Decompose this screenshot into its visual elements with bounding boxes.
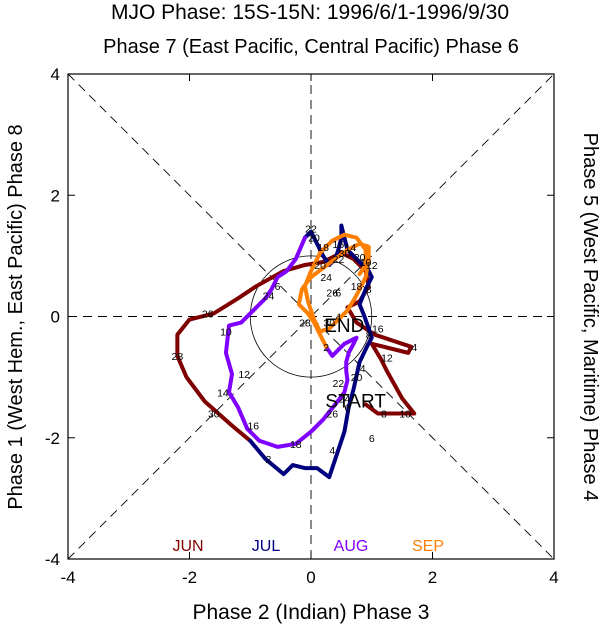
legend-item-aug: AUG [334,538,369,555]
day-label: 28 [299,318,311,330]
y-tick-label: -2 [45,429,60,448]
day-label: 6 [335,287,341,299]
day-label: 6 [345,402,351,414]
day-label: 10 [360,257,372,269]
day-label: 30 [339,248,351,260]
bottom-phase-label: Phase 2 (Indian) Phase 3 [193,601,430,624]
day-label: 2 [266,454,272,466]
day-label: 26 [326,409,338,421]
day-label: 22 [332,378,344,390]
legend-item-jul: JUL [252,538,281,555]
day-label: 18 [317,242,329,254]
diagonal-guide [67,73,555,560]
day-label: 10 [220,327,232,339]
day-label: 24 [263,290,275,302]
day-label: 16 [372,324,384,336]
day-label: 14 [345,242,357,254]
day-label: 14 [217,387,229,399]
end-label: END [324,316,364,337]
day-label: 24 [320,272,332,284]
day-label: 16 [332,239,344,251]
series-line-jun [175,250,417,443]
day-label: 8 [366,284,372,296]
day-label: 20 [351,372,363,384]
day-label: 2 [323,342,329,354]
day-label: 4 [329,445,335,457]
day-label: 4 [360,363,366,375]
y-tick-label: 0 [51,308,60,327]
day-label: 12 [366,260,378,272]
legend-item-sep: SEP [412,538,444,555]
day-label: 10 [399,409,411,421]
day-label: 22 [305,224,317,236]
day-label: 18 [351,281,363,293]
day-label: 24 [339,393,351,405]
y-tick-label: 2 [51,186,60,205]
right-phase-label: Phase 5 (West Pacific, Maritime) Phase 4 [579,133,601,502]
day-label: 12 [381,353,393,365]
day-label: 20 [308,233,320,245]
x-tick-label: 2 [428,568,437,587]
day-label: 20 [314,260,326,272]
day-label: 22 [332,254,344,266]
day-label: 30 [323,318,335,330]
unit-circle [249,255,373,378]
legend-item-jun: JUN [172,538,203,555]
y-tick-label: -4 [45,550,60,569]
day-label: 26 [326,287,338,299]
start-label: START [325,391,386,412]
x-tick-label: 0 [306,568,315,587]
left-phase-label: Phase 1 (West Hem., East Pacific) Phase … [5,124,27,509]
day-label: 28 [172,351,184,363]
day-label: 26 [202,308,214,320]
diagonal-guide [67,73,555,560]
x-tick-label: -4 [60,568,75,587]
day-label: 4 [335,312,341,324]
series-line-sep [296,232,371,349]
top-phase-label: Phase 7 (East Pacific, Central Pacific) … [103,36,519,58]
chart-title: MJO Phase: 15S-15N: 1996/6/1-1996/9/30 [111,1,509,24]
day-label: 8 [381,409,387,421]
series-line-aug [223,235,359,449]
day-label: 6 [369,433,375,445]
day-label: 6 [275,281,281,293]
day-label: 8 [366,330,372,342]
day-label: 20 [354,252,366,264]
day-label: 16 [247,421,259,433]
day-label: 4 [411,342,417,354]
day-label: 18 [290,439,302,451]
x-tick-label: 4 [549,568,558,587]
x-tick-label: -2 [182,568,197,587]
day-label: 12 [238,369,250,381]
day-label: 30 [208,409,220,421]
y-tick-label: 4 [51,65,60,84]
